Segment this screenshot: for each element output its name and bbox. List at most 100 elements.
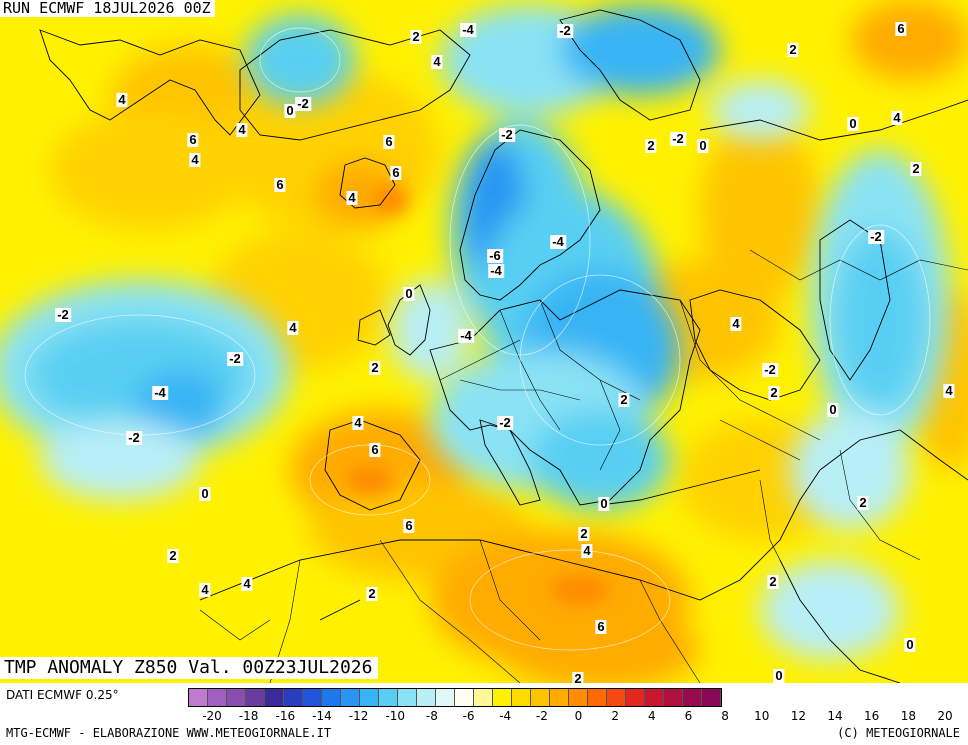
color-swatch [702,689,721,706]
validity-title: TMP ANOMALY Z850 Val. 00Z23JUL2026 [0,657,379,679]
color-swatch [607,689,626,706]
color-swatch [189,689,208,706]
color-scale-tick: -14 [312,709,332,723]
map-value-label: -6 [487,248,503,263]
map-value-label: 2 [787,42,799,57]
map-value-label: 0 [904,637,916,652]
map-value-label: -2 [499,127,515,142]
coastlines [39,9,968,683]
color-scale-tick: -16 [275,709,296,723]
run-header: RUN ECMWF 18JUL2026 00Z [0,0,215,17]
map-value-label: 0 [403,286,415,301]
color-scale-tick: 10 [754,709,770,723]
color-swatch [265,689,284,706]
map-value-label: -4 [550,234,566,249]
map-value-label: 2 [369,360,381,375]
color-swatch [436,689,455,706]
map-value-label: 6 [595,619,607,634]
color-swatch [341,689,360,706]
copyright: (C) METEOGIORNALE [837,726,960,740]
color-scale-tick: -2 [535,709,548,723]
color-swatch [626,689,645,706]
map-value-label: 2 [910,161,922,176]
map-value-label: 4 [943,383,955,398]
color-swatch [455,689,474,706]
map-value-label: 6 [187,132,199,147]
color-swatch [303,689,322,706]
data-source: DATI ECMWF 0.25° [6,688,119,702]
map-value-label: 4 [431,54,443,69]
map-value-label: 2 [167,548,179,563]
map-value-label: -2 [126,430,142,445]
map-value-label: 4 [116,92,128,107]
color-scale-tick: 4 [647,709,656,723]
color-swatch [550,689,569,706]
color-scale-tick: -20 [202,709,222,723]
map-value-label: 2 [618,392,630,407]
map-value-label: 4 [199,582,211,597]
map-value-label: 4 [352,415,364,430]
color-scale-tick: -18 [238,709,259,723]
color-swatch [493,689,512,706]
color-swatch [246,689,265,706]
map-value-label: -2 [497,415,513,430]
map-value-label: 4 [346,190,358,205]
color-swatch [474,689,493,706]
map-value-label: -4 [460,22,476,37]
map-value-label: 2 [366,586,378,601]
color-swatch [208,689,227,706]
map-value-label: 6 [895,21,907,36]
map-value-label: 4 [236,122,248,137]
hot-cores [345,186,610,605]
map-value-label: 2 [645,138,657,153]
color-scale-tick: 6 [684,709,693,723]
map-value-label: -2 [295,96,311,111]
color-swatch [379,689,398,706]
map-value-label: 4 [891,110,903,125]
color-swatch [664,689,683,706]
map-value-label: 2 [572,671,584,686]
color-swatch [417,689,436,706]
map-value-label: 0 [284,103,296,118]
map-value-label: 0 [697,138,709,153]
map-value-label: 4 [730,316,742,331]
color-scale-ticks: -20 -18 -16 -14 -12 -10 -8 -6 -4 -2 0 2 4 6 8 10 12 14 16 1… [0,709,968,723]
map-value-label: -4 [152,385,168,400]
map-value-label: 2 [410,29,422,44]
color-swatch [588,689,607,706]
map-value-label: 0 [199,486,211,501]
map-value-label: -4 [488,263,504,278]
color-swatch [322,689,341,706]
color-scale-tick: 14 [827,709,843,723]
map-value-label: 4 [581,543,593,558]
color-scale-tick: -4 [499,709,512,723]
map-value-label: 0 [773,668,785,683]
color-scale-tick: 18 [900,709,916,723]
color-swatch [398,689,417,706]
map-value-label: 6 [403,518,415,533]
color-scale-tick: -10 [385,709,406,723]
map-value-label: 0 [598,496,610,511]
map-value-label: 6 [383,134,395,149]
color-swatch [512,689,531,706]
color-swatch [531,689,550,706]
map-value-label: 2 [857,495,869,510]
map-value-label: 4 [241,576,253,591]
color-scale-tick: -12 [348,709,369,723]
map-value-label: 6 [274,177,286,192]
color-scale-tick: -6 [462,709,475,723]
map-value-label: 2 [578,526,590,541]
color-swatch [645,689,664,706]
color-scale-tick: 12 [790,709,807,723]
map-value-label: -2 [670,131,686,146]
color-scale-tick: 8 [721,709,729,723]
color-scale-tick: 0 [574,709,583,723]
anomaly-map [0,0,968,683]
color-scale-tick: 2 [611,709,619,723]
credit-line: MTG-ECMWF - ELABORAZIONE WWW.METEOGIORNA… [6,726,332,740]
color-swatch [284,689,303,706]
map-value-label: 4 [287,320,299,335]
color-swatch [683,689,702,706]
color-scale-tick: -8 [425,709,438,723]
map-value-label: -2 [762,362,778,377]
